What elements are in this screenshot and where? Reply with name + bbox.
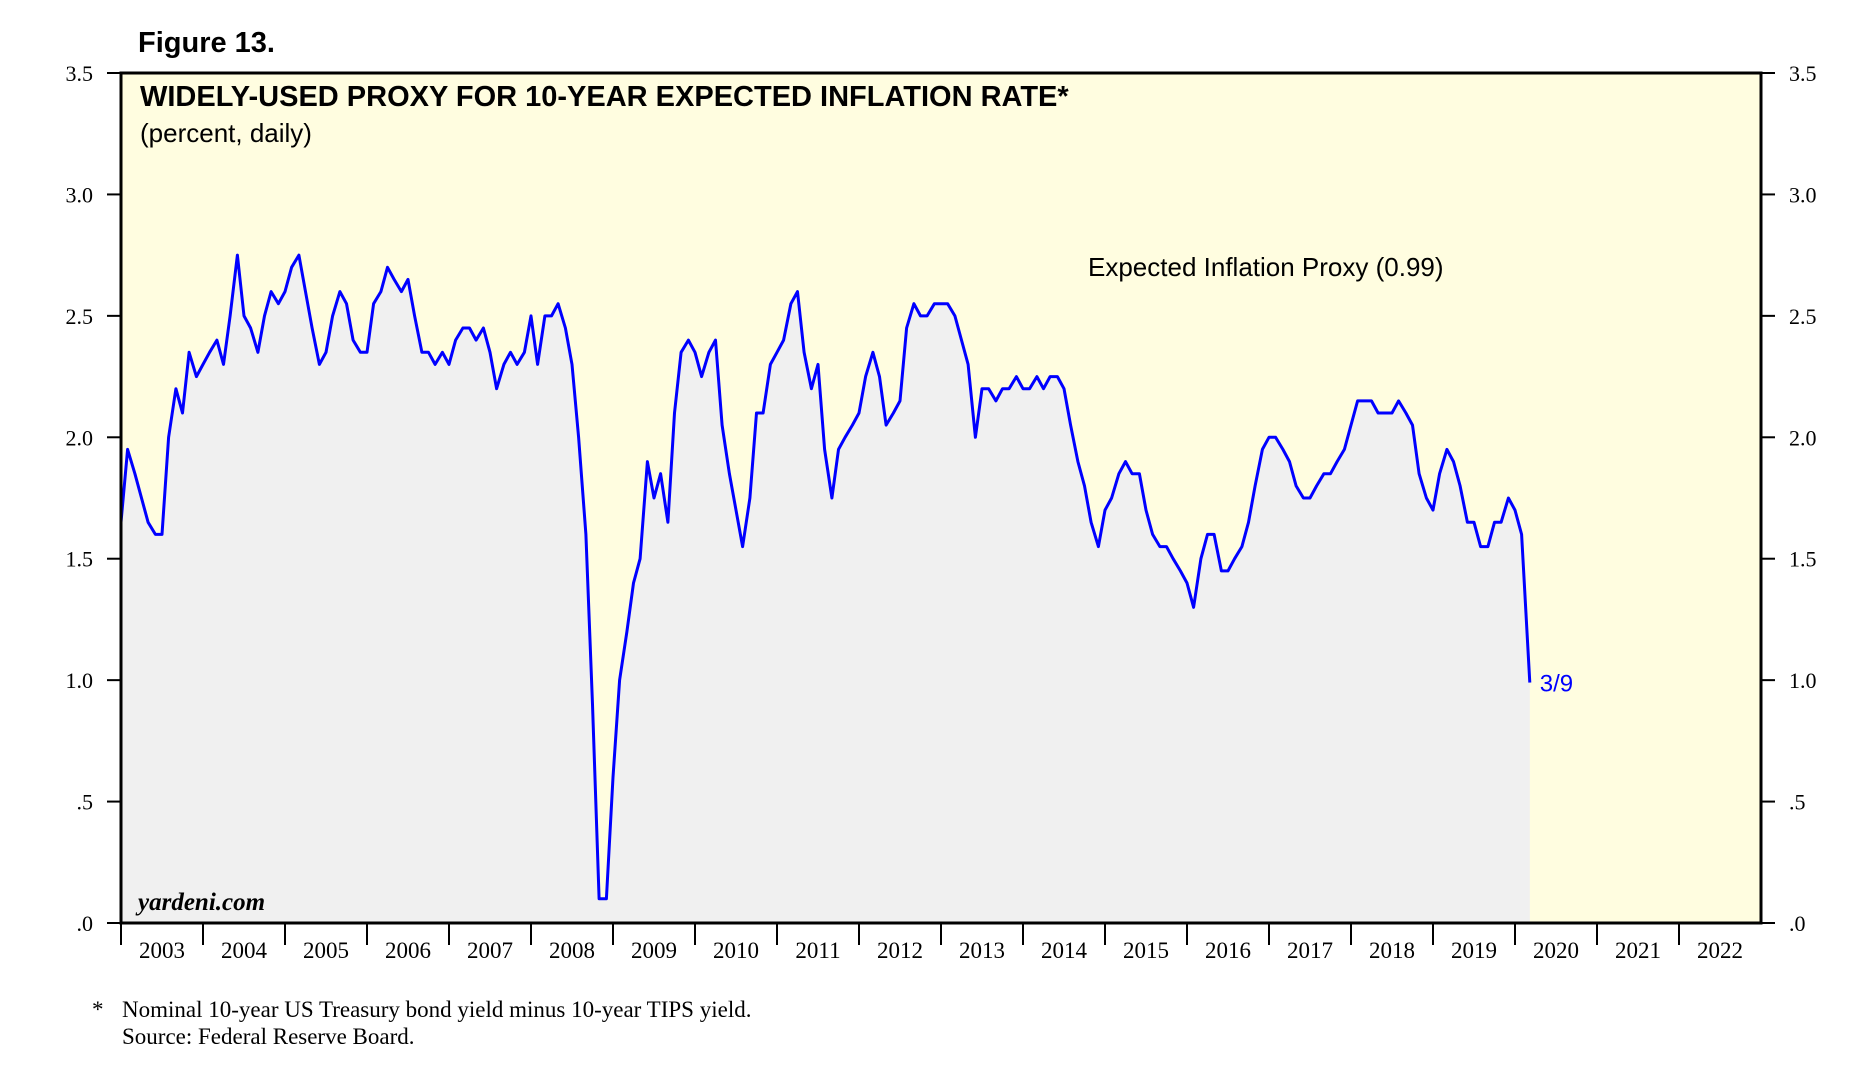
y-tick-label: 3.0 bbox=[66, 182, 94, 207]
plot-frame bbox=[119, 71, 1763, 925]
y2-tick-label: 2.5 bbox=[1789, 304, 1817, 329]
y2-tick-label: .0 bbox=[1789, 911, 1806, 936]
y-tick-label: 2.0 bbox=[66, 425, 94, 450]
y2-tick-label: 1.0 bbox=[1789, 668, 1817, 693]
annotation: Expected Inflation Proxy (0.99) bbox=[1088, 252, 1444, 282]
y-tick-label: .0 bbox=[77, 911, 94, 936]
y2-tick-label: .5 bbox=[1789, 790, 1806, 815]
y-tick-label: 1.0 bbox=[66, 668, 94, 693]
line bbox=[119, 253, 1532, 901]
x-tick-label: 2020 bbox=[1533, 938, 1579, 963]
footnote: Nominal 10-year US Treasury bond yield m… bbox=[122, 997, 751, 1022]
y2-tick-label: 3.0 bbox=[1789, 182, 1817, 207]
y2-tick-label: 2.0 bbox=[1789, 425, 1817, 450]
x-tick-label: 2008 bbox=[549, 938, 595, 963]
x-tick-label: 2004 bbox=[221, 938, 268, 963]
y2-tick-label: 3.5 bbox=[1789, 61, 1817, 86]
area-fill bbox=[121, 255, 1530, 924]
x-tick-label: 2015 bbox=[1123, 938, 1169, 963]
x-tick-label: 2013 bbox=[959, 938, 1005, 963]
watermark: yardeni.com bbox=[135, 889, 265, 916]
x-tick-label: 2010 bbox=[713, 938, 759, 963]
y-tick-label: .5 bbox=[77, 790, 94, 815]
x-tick-label: 2019 bbox=[1451, 938, 1497, 963]
x-tick-label: 2005 bbox=[303, 938, 349, 963]
y-tick-label: 1.5 bbox=[66, 547, 94, 572]
chart-title: WIDELY-USED PROXY FOR 10-YEAR EXPECTED I… bbox=[140, 81, 1069, 113]
x-tick-label: 2022 bbox=[1697, 938, 1743, 963]
footnote: Source: Federal Reserve Board. bbox=[122, 1024, 415, 1049]
x-tick-label: 2009 bbox=[631, 938, 677, 963]
x-tick-label: 2018 bbox=[1369, 938, 1415, 963]
x-tick-label: 2014 bbox=[1041, 938, 1088, 963]
x-tick-label: 2003 bbox=[139, 938, 185, 963]
chart-subtitle: (percent, daily) bbox=[140, 118, 312, 148]
x-tick-label: 2016 bbox=[1205, 938, 1251, 963]
x-tick-label: 2006 bbox=[385, 938, 431, 963]
y-tick-label: 3.5 bbox=[66, 61, 94, 86]
x-tick-label: 2021 bbox=[1615, 938, 1661, 963]
x-tick-label: 2007 bbox=[467, 938, 513, 963]
end-label: 3/9 bbox=[1540, 671, 1573, 698]
y2-tick-label: 1.5 bbox=[1789, 547, 1817, 572]
plot: .0 .0 .5 .5 1.0 1.0 1.5 1.5 2.0 2.0 2.5 2.5 3.0 3.0 3.… bbox=[66, 61, 1817, 963]
x-tick-label: 2017 bbox=[1287, 938, 1333, 963]
x-tick-label: 2012 bbox=[877, 938, 923, 963]
figure-label: Figure 13. bbox=[138, 27, 275, 59]
y-tick-label: 2.5 bbox=[66, 304, 94, 329]
x-tick-label: 2011 bbox=[795, 938, 840, 963]
footnote-mark: * bbox=[92, 997, 104, 1022]
